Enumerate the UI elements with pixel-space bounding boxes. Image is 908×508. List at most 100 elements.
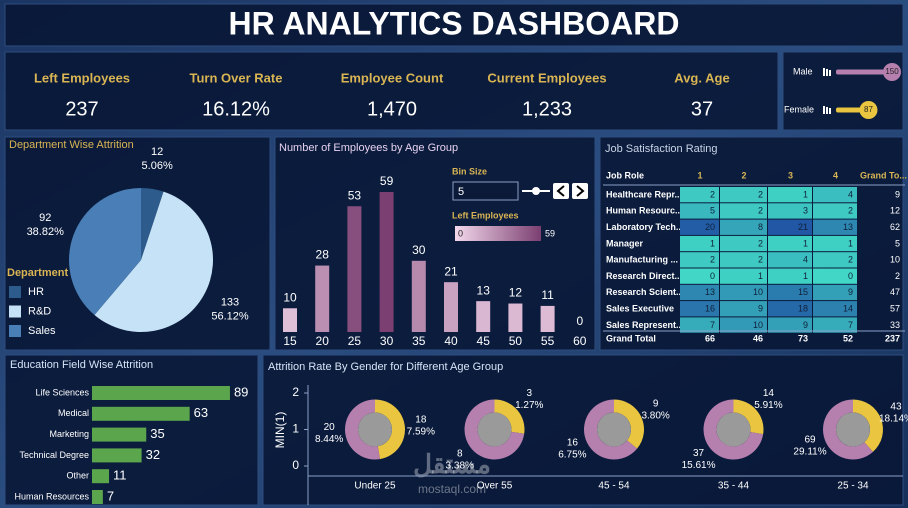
kpi-value: 1,470 bbox=[367, 98, 417, 120]
pie-label: 92 bbox=[39, 212, 51, 224]
donut-percent: 18.14% bbox=[879, 414, 908, 425]
total-cell: 73 bbox=[798, 333, 808, 343]
y-axis-title: MIN(1) bbox=[273, 412, 287, 449]
y-tick-label: Marketing bbox=[49, 429, 89, 439]
total-cell: 66 bbox=[705, 333, 715, 343]
bin-size-box[interactable] bbox=[452, 181, 519, 201]
color-scale-title: Left Employees bbox=[452, 210, 519, 220]
donut-percent: 7.59% bbox=[407, 426, 435, 437]
bin-next-button[interactable] bbox=[572, 183, 588, 199]
cell-value: 2 bbox=[758, 238, 763, 248]
donut-segment bbox=[853, 399, 883, 452]
bar-value: 59 bbox=[380, 174, 394, 188]
legend-label: Male bbox=[793, 66, 813, 76]
heat-cell bbox=[680, 268, 719, 284]
donut-center bbox=[358, 412, 392, 447]
heat-cell bbox=[768, 203, 812, 219]
heat-cell bbox=[720, 187, 767, 203]
cell-value: 9 bbox=[803, 320, 808, 330]
bar bbox=[476, 301, 491, 332]
bar-value: 11 bbox=[113, 468, 127, 483]
column-header: 4 bbox=[833, 170, 838, 180]
heat-cell bbox=[680, 219, 719, 235]
x-tick-label: 60 bbox=[573, 334, 587, 348]
bar-icon bbox=[829, 108, 831, 114]
heat-cell bbox=[720, 219, 767, 235]
cell-value: 57 bbox=[890, 303, 900, 313]
x-tick-label: 45 - 54 bbox=[598, 481, 630, 492]
color-scale-bar bbox=[455, 226, 541, 241]
row-label: Sales Executive bbox=[606, 303, 674, 313]
heat-cell bbox=[680, 187, 719, 203]
bar bbox=[92, 427, 147, 442]
legend-swatch bbox=[9, 325, 21, 337]
bar-end bbox=[859, 101, 878, 119]
legend-label: HR bbox=[28, 286, 44, 298]
cell-value: 2 bbox=[758, 189, 763, 199]
donut-value: 3 bbox=[526, 388, 532, 399]
legend-swatch bbox=[9, 305, 21, 318]
pie-slice bbox=[141, 188, 164, 260]
bin-prev-button[interactable] bbox=[553, 183, 569, 199]
legend-label: Sales bbox=[28, 325, 56, 337]
heat-cell bbox=[768, 187, 812, 203]
watermark: mostaql.com bbox=[418, 482, 486, 496]
donut-segment bbox=[614, 399, 645, 449]
donut-segment bbox=[494, 399, 525, 434]
cell-value: 9 bbox=[848, 287, 853, 297]
cell-value: 1 bbox=[848, 238, 853, 248]
bar-value: 10 bbox=[283, 290, 297, 304]
bar-value: 53 bbox=[348, 188, 362, 202]
row-label: Laboratory Tech... bbox=[606, 222, 683, 232]
donut-segment bbox=[464, 399, 525, 460]
prev-icon bbox=[556, 185, 565, 197]
total-cell: 52 bbox=[843, 333, 853, 343]
cell-value: 8 bbox=[758, 222, 763, 232]
bar-icon bbox=[826, 107, 828, 114]
donut-percent: 29.11% bbox=[793, 447, 826, 458]
donut-segment bbox=[733, 399, 764, 435]
donut-value: 43 bbox=[890, 402, 902, 413]
x-tick-label: Under 25 bbox=[354, 481, 396, 492]
heat-cell bbox=[720, 284, 767, 301]
cell-value: 5 bbox=[710, 206, 715, 216]
heat-cell bbox=[720, 252, 767, 268]
column-header: 3 bbox=[788, 170, 793, 180]
x-tick-label: 35 - 44 bbox=[718, 481, 750, 492]
cell-value: 13 bbox=[843, 222, 853, 232]
donut-segment bbox=[703, 399, 764, 460]
legend-label: Female bbox=[784, 104, 814, 114]
legend-title: Department bbox=[7, 267, 68, 279]
total-cell: Grand Total bbox=[606, 333, 656, 343]
cell-value: 33 bbox=[890, 320, 900, 330]
x-tick-label: Over 55 bbox=[477, 481, 513, 492]
color-scale-max: 59 bbox=[545, 228, 555, 238]
heat-cell bbox=[813, 301, 857, 317]
cell-value: 14 bbox=[843, 303, 853, 313]
legend-label: R&D bbox=[28, 305, 51, 317]
bar-value: 87 bbox=[864, 105, 873, 114]
bar bbox=[379, 192, 394, 332]
next-icon bbox=[576, 185, 585, 197]
title-bar bbox=[4, 3, 904, 47]
donut-value: 8 bbox=[457, 448, 463, 459]
heat-cell bbox=[680, 252, 719, 268]
row-label: Research Direct... bbox=[606, 271, 682, 281]
bar-value: 32 bbox=[146, 447, 160, 462]
bar bbox=[92, 490, 103, 504]
heat-cell bbox=[768, 219, 812, 235]
bar-icon bbox=[826, 69, 828, 76]
cell-value: 47 bbox=[890, 287, 900, 297]
donut-center bbox=[716, 412, 751, 447]
bin-slider-knob[interactable] bbox=[532, 187, 540, 195]
cell-value: 1 bbox=[710, 238, 715, 248]
x-tick-label: 25 bbox=[348, 334, 362, 348]
donut-percent: 15.61% bbox=[682, 460, 716, 471]
chart-title: Attrition Rate By Gender for Different A… bbox=[268, 361, 503, 373]
heat-cell bbox=[813, 219, 857, 235]
bar-end bbox=[883, 63, 901, 81]
donut-value: 69 bbox=[804, 435, 816, 446]
chart-title: Education Field Wise Attrition bbox=[10, 359, 153, 371]
donut-percent: 8.44% bbox=[315, 434, 343, 445]
